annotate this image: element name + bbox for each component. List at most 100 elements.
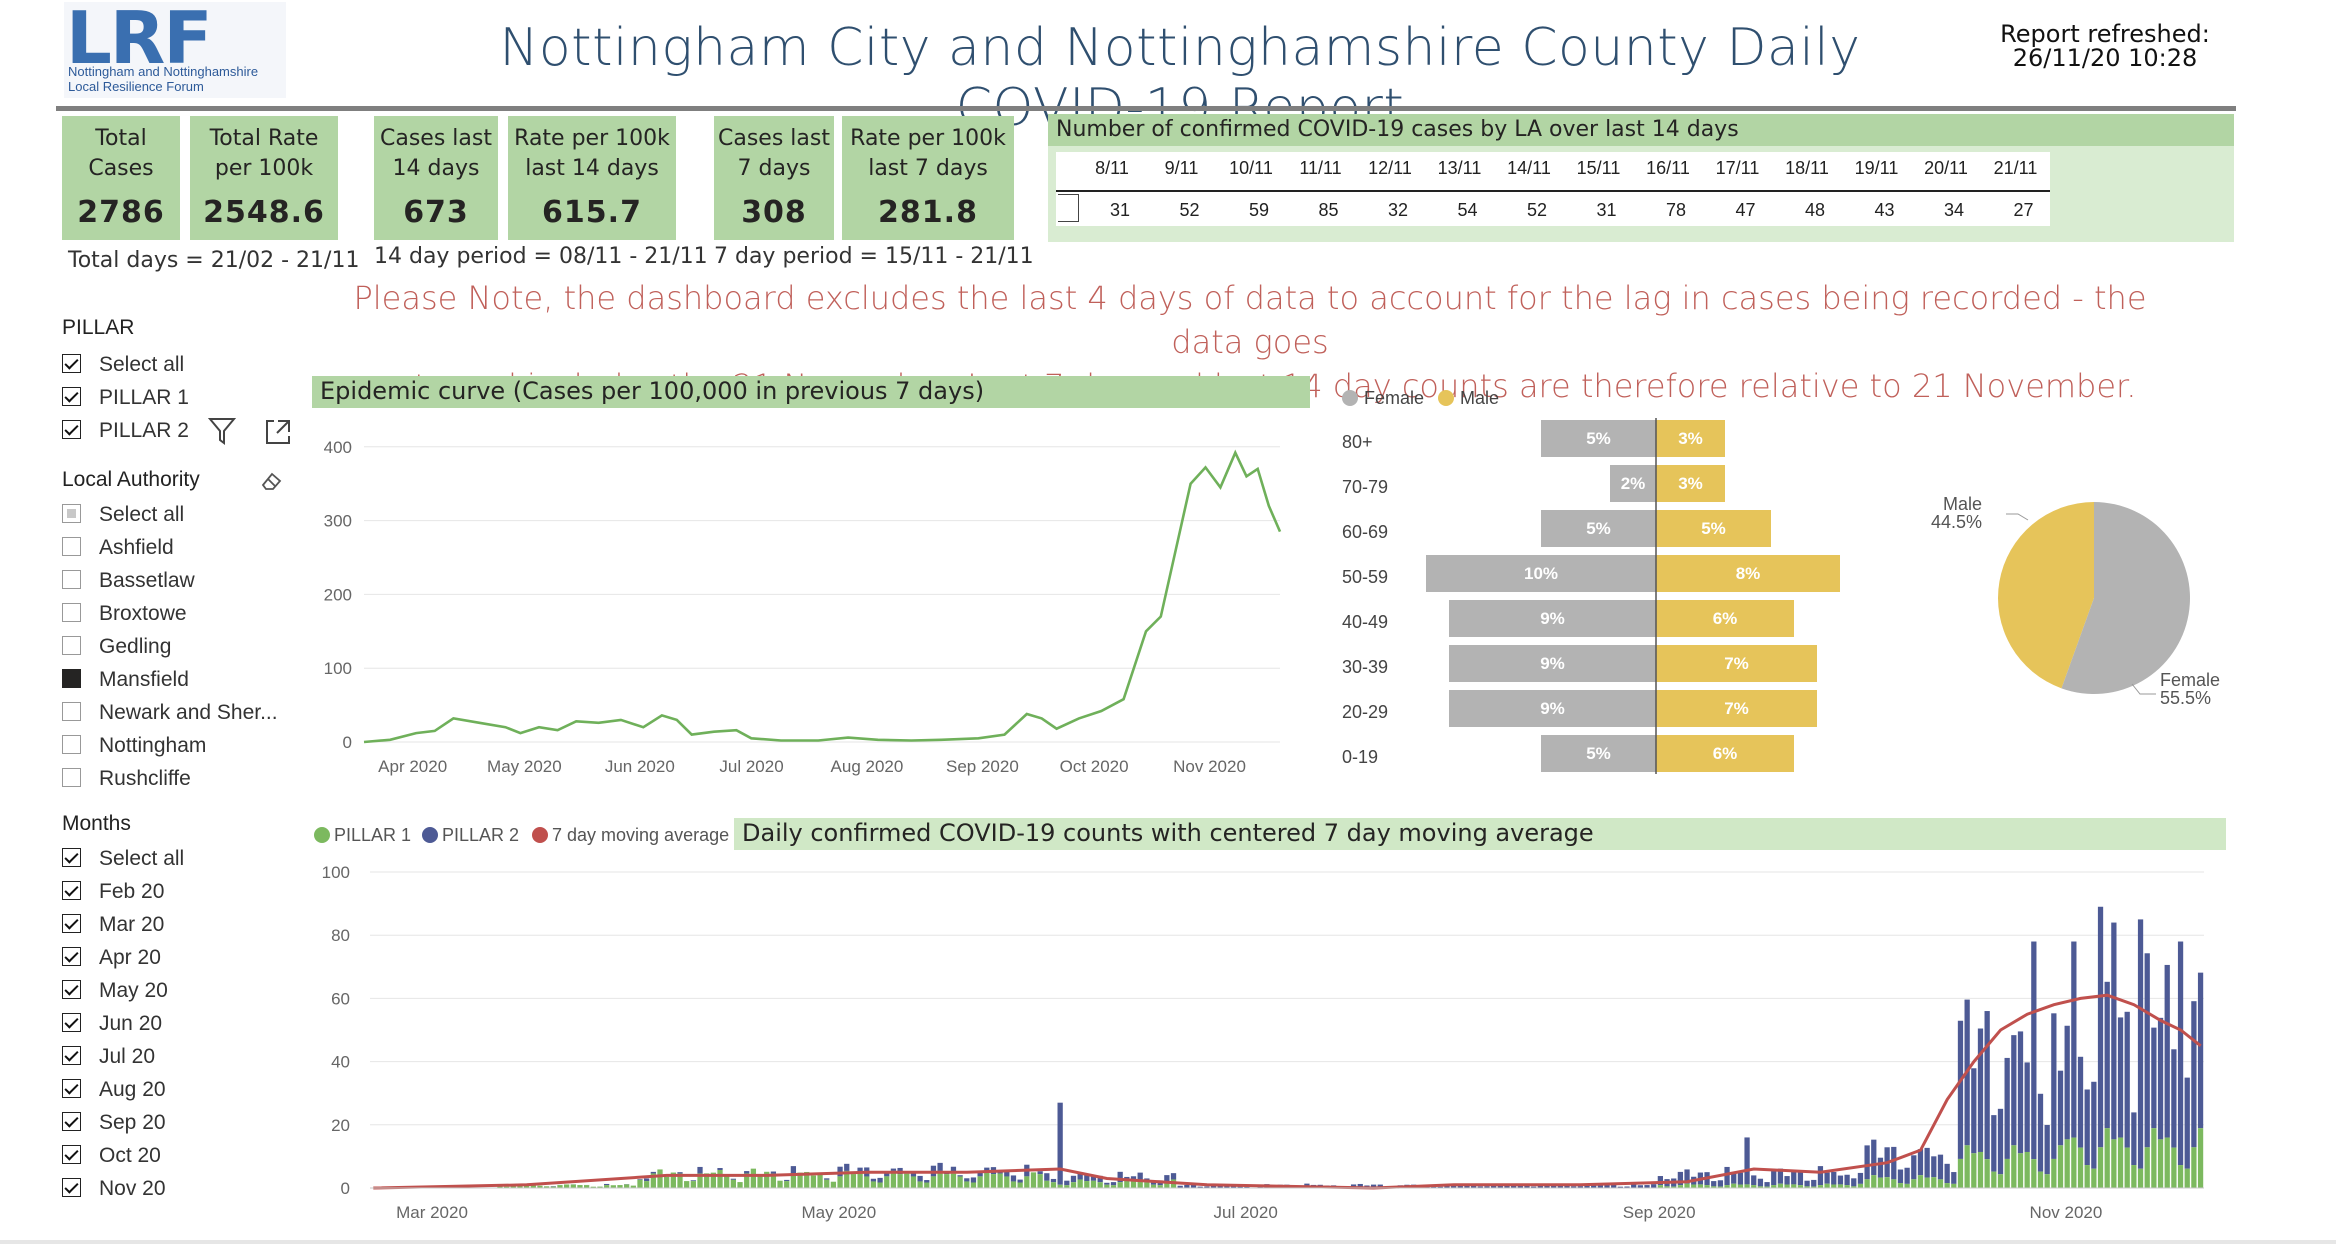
pillar1-bar	[1050, 1182, 1057, 1188]
month-item[interactable]: Oct 20	[62, 1139, 302, 1172]
eraser-icon[interactable]	[260, 470, 284, 492]
pillar2-bar	[2191, 1001, 2197, 1148]
checkbox[interactable]	[62, 420, 81, 439]
local-authority-item[interactable]: Gedling	[62, 630, 302, 663]
local-authority-item[interactable]: Select all	[62, 498, 302, 531]
female-bar	[1426, 555, 1656, 592]
local-authority-item[interactable]: Rushcliffe	[62, 762, 302, 795]
pillar-item[interactable]: PILLAR 2	[62, 414, 302, 447]
pillar1-bar	[2004, 1158, 2010, 1188]
checkbox[interactable]	[62, 1145, 81, 1164]
pillar-item[interactable]: PILLAR 1	[62, 381, 302, 414]
la-date-header: 19/11	[1854, 158, 1899, 178]
month-item[interactable]: May 20	[62, 974, 302, 1007]
pillar1-bar	[1984, 1159, 1990, 1188]
age-band-label: 50-59	[1342, 567, 1388, 587]
month-item[interactable]: Sep 20	[62, 1106, 302, 1139]
pillar2-bar	[1511, 1185, 1517, 1188]
local-authority-item[interactable]: Mansfield	[62, 663, 302, 696]
focus-mode-icon[interactable]	[264, 418, 292, 446]
checkbox[interactable]	[62, 504, 81, 523]
moving-average-line	[373, 993, 2202, 1190]
checkbox[interactable]	[62, 636, 81, 655]
pillar1-bar	[1157, 1185, 1163, 1188]
month-item[interactable]: Apr 20	[62, 941, 302, 974]
age-band-label: 30-39	[1342, 657, 1388, 677]
pillar1-bar	[584, 1185, 590, 1188]
local-authority-item-label: Bassetlaw	[99, 569, 195, 592]
pie-slice-male	[1998, 502, 2094, 689]
legend-swatch	[422, 827, 438, 843]
pillar1-bar	[2084, 1165, 2090, 1188]
checkbox[interactable]	[62, 1112, 81, 1131]
local-authority-item[interactable]: Newark and Sher...	[62, 696, 302, 729]
row-selector[interactable]	[1058, 194, 1079, 222]
kpi-total-cases: Total Cases 2786	[62, 116, 180, 240]
checkbox[interactable]	[62, 1079, 81, 1098]
month-item[interactable]: Aug 20	[62, 1073, 302, 1106]
la-cases-table[interactable]: 8/11 31 9/11 52 10/11 59 11/11 85 12/11 32 13/11 54…	[1056, 152, 2050, 226]
pillar1-bar	[1951, 1183, 1957, 1188]
checkbox[interactable]	[62, 570, 81, 589]
x-tick-label: May 2020	[487, 757, 562, 776]
pillar2-bar	[690, 1180, 696, 1182]
pillar2-bar	[870, 1178, 877, 1182]
male-bar-label: 3%	[1678, 474, 1703, 493]
pillar1-bar	[1070, 1182, 1077, 1188]
checkbox[interactable]	[62, 354, 81, 373]
pillar1-bar	[2111, 1139, 2117, 1188]
pillar1-bar	[1971, 1153, 1977, 1188]
checkbox[interactable]	[62, 1046, 81, 1065]
pillar2-bar	[1077, 1173, 1083, 1180]
x-tick-label: May 2020	[802, 1203, 877, 1222]
local-authority-item[interactable]: Broxtowe	[62, 597, 302, 630]
local-authority-item[interactable]: Bassetlaw	[62, 564, 302, 597]
checkbox[interactable]	[62, 768, 81, 787]
month-item[interactable]: Nov 20	[62, 1172, 302, 1205]
pillar-item[interactable]: Select all	[62, 348, 302, 381]
month-item[interactable]: Feb 20	[62, 875, 302, 908]
checkbox[interactable]	[62, 914, 81, 933]
age-band-label: 70-79	[1342, 477, 1388, 497]
month-item-label: Aug 20	[99, 1078, 166, 1101]
pillar2-bar	[1951, 1172, 1957, 1184]
pillar1-bar	[2177, 1165, 2184, 1188]
checkbox[interactable]	[62, 537, 81, 556]
month-item[interactable]: Mar 20	[62, 908, 302, 941]
la-cases-value: 34	[1943, 200, 1965, 220]
pillar1-bar	[1924, 1177, 1930, 1188]
kpi-cases-7-days: Cases last 7 days 308	[714, 116, 834, 240]
checkbox[interactable]	[62, 669, 81, 688]
age-band-label: 80+	[1342, 432, 1373, 452]
checkbox[interactable]	[62, 603, 81, 622]
checkbox[interactable]	[62, 702, 81, 721]
header-divider	[56, 106, 2236, 111]
pillar2-bar	[2057, 1070, 2064, 1146]
pillar1-bar	[897, 1174, 903, 1188]
checkbox[interactable]	[62, 947, 81, 966]
checkbox[interactable]	[62, 980, 81, 999]
checkbox[interactable]	[62, 1013, 81, 1032]
pillar2-bar	[2124, 1011, 2130, 1148]
pillar2-bar	[1804, 1180, 1810, 1187]
month-item[interactable]: Select all	[62, 842, 302, 875]
local-authority-item[interactable]: Nottingham	[62, 729, 302, 762]
checkbox[interactable]	[62, 881, 81, 900]
pillar2-bar	[1057, 1102, 1063, 1185]
logo-subtitle: Nottingham and Nottinghamshire Local Res…	[68, 64, 258, 94]
legend-label: PILLAR 2	[442, 825, 519, 845]
pillar1-bar	[830, 1181, 837, 1188]
checkbox[interactable]	[62, 848, 81, 867]
filter-icon[interactable]	[207, 416, 237, 446]
pillar2-bar	[1037, 1171, 1043, 1175]
checkbox[interactable]	[62, 735, 81, 754]
checkbox[interactable]	[62, 1178, 81, 1197]
month-item[interactable]: Jun 20	[62, 1007, 302, 1040]
month-item[interactable]: Jul 20	[62, 1040, 302, 1073]
local-authority-item[interactable]: Ashfield	[62, 531, 302, 564]
checkbox[interactable]	[62, 387, 81, 406]
pillar2-bar	[1544, 1185, 1550, 1188]
kpi-label: Rate per 100k	[514, 126, 670, 151]
pillar2-bar	[1117, 1171, 1123, 1183]
pillar1-bar	[1797, 1185, 1804, 1188]
